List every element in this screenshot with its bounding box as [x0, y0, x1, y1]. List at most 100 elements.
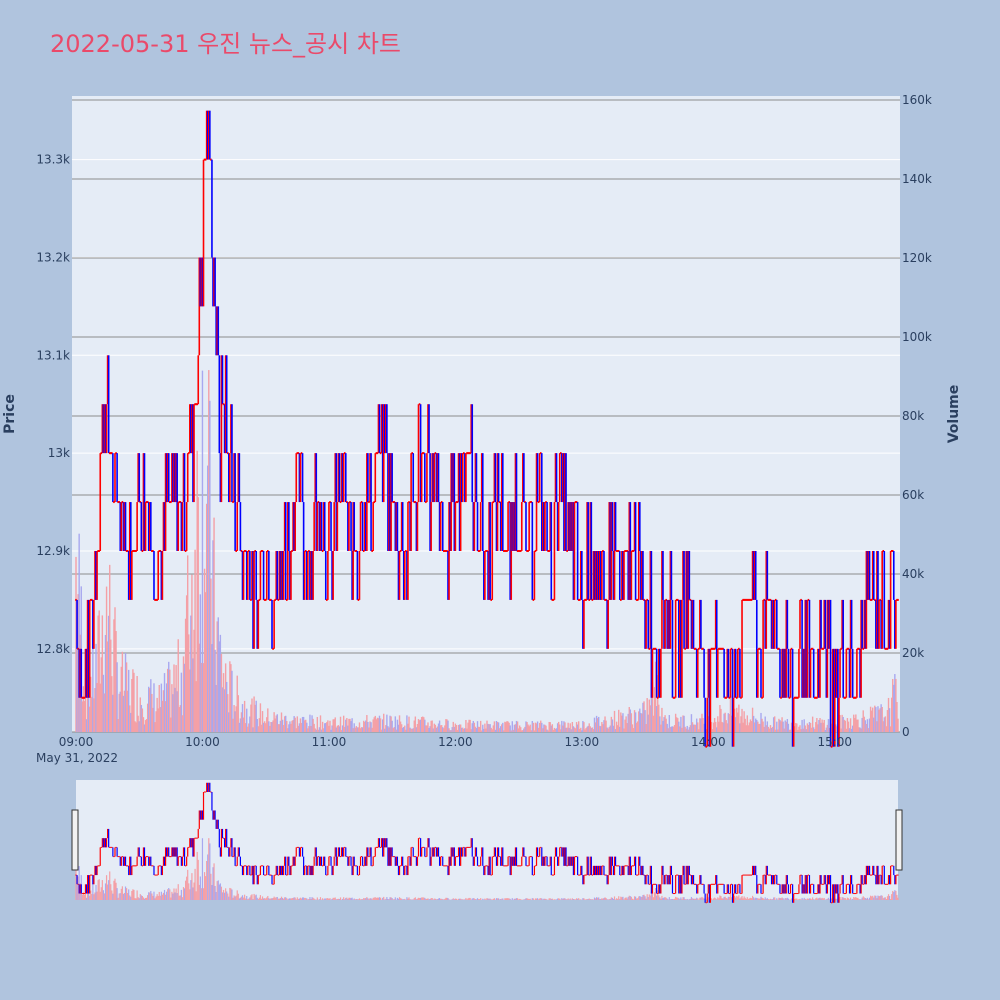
- mini-volume-bar: [600, 898, 602, 900]
- mini-candle: [608, 856, 610, 876]
- mini-volume-bar: [444, 898, 446, 900]
- mini-volume-bar: [568, 899, 570, 900]
- volume-bar: [663, 717, 665, 732]
- volume-bar: [679, 726, 681, 732]
- mini-candle: [581, 865, 583, 876]
- candle: [123, 502, 126, 551]
- volume-bar: [553, 727, 556, 732]
- volume-bar: [172, 694, 174, 732]
- candle: [96, 550, 98, 600]
- mini-candle: [849, 875, 852, 894]
- candle: [150, 502, 152, 551]
- mini-volume-bar: [501, 898, 503, 900]
- volume-bar: [750, 721, 753, 732]
- volume-bar: [729, 695, 732, 732]
- volume-bar: [424, 719, 426, 732]
- candle: [331, 550, 333, 600]
- mini-candle: [488, 856, 490, 876]
- mini-candle: [314, 847, 316, 857]
- candle: [541, 453, 543, 551]
- volume-bar: [576, 724, 579, 732]
- mini-volume-bar: [475, 899, 478, 900]
- mini-candle: [177, 856, 179, 866]
- mini-volume-bar: [460, 898, 462, 900]
- mini-volume-bar: [423, 897, 425, 900]
- mini-candle: [493, 847, 495, 857]
- mini-volume-bar: [408, 897, 410, 900]
- mini-volume-bar: [664, 897, 666, 900]
- mini-candle: [754, 865, 756, 876]
- mini-volume-bar: [169, 889, 171, 900]
- volume-bar: [132, 669, 134, 732]
- candle: [438, 502, 441, 551]
- mini-candle: [699, 875, 701, 885]
- volume-bar: [320, 729, 323, 732]
- mini-volume-bar: [875, 895, 877, 900]
- mini-volume-bar: [781, 897, 783, 900]
- mini-volume-bar: [120, 888, 122, 900]
- mini-candle: [642, 865, 644, 876]
- volume-bar: [427, 722, 429, 732]
- volume-bar: [252, 727, 254, 732]
- volume-bar: [492, 725, 495, 732]
- candle: [581, 550, 583, 600]
- mini-volume-bar: [816, 897, 818, 900]
- candle: [868, 550, 871, 600]
- volume-bar: [569, 723, 571, 732]
- mini-volume-bar: [827, 897, 830, 900]
- volume-bar: [212, 540, 214, 732]
- candle: [824, 599, 827, 649]
- volume-bar: [425, 725, 427, 732]
- volume-bar: [503, 730, 505, 732]
- volume-bar: [584, 729, 586, 732]
- candle: [451, 453, 454, 503]
- volume-bar: [849, 718, 852, 732]
- mini-candle: [262, 865, 265, 876]
- mini-volume-bar: [548, 898, 550, 900]
- volume-bar: [515, 720, 518, 732]
- volume-bar: [389, 715, 391, 732]
- candle: [657, 648, 660, 698]
- range-slider-left-handle[interactable]: [71, 809, 79, 871]
- candle: [583, 599, 585, 649]
- candle: [688, 550, 691, 600]
- candle: [696, 648, 699, 698]
- mini-candle: [166, 847, 168, 857]
- mini-volume-bar: [762, 898, 764, 900]
- mini-candle: [706, 893, 708, 903]
- volume-bar: [812, 727, 815, 732]
- mini-volume-bar: [297, 898, 299, 900]
- mini-volume-bar: [88, 892, 90, 900]
- range-slider-right-handle[interactable]: [895, 809, 903, 871]
- candle: [342, 453, 345, 503]
- candle: [765, 550, 768, 649]
- volume-bar: [367, 721, 369, 732]
- candle: [470, 404, 472, 454]
- volume-bar: [675, 717, 678, 732]
- volume-bar: [551, 724, 554, 732]
- volume-bar: [250, 704, 252, 732]
- mini-volume-bar: [203, 872, 206, 900]
- volume-bar: [415, 727, 418, 732]
- volume-bar: [513, 724, 516, 732]
- mini-volume-bar: [128, 889, 130, 900]
- volume-bar: [500, 726, 502, 732]
- mini-volume-bar: [768, 899, 771, 900]
- mini-volume-bar: [854, 897, 856, 900]
- candle: [741, 599, 743, 698]
- mini-candle: [496, 847, 499, 866]
- volume-bar: [110, 639, 112, 732]
- mini-volume-bar: [359, 899, 362, 900]
- mini-volume-bar: [505, 898, 507, 900]
- mini-volume-bar: [558, 898, 560, 900]
- volume-bar: [626, 723, 628, 732]
- mini-candle: [633, 856, 636, 866]
- mini-volume-bar: [894, 890, 896, 900]
- volume-bar: [823, 719, 825, 732]
- volume-bar: [736, 707, 738, 732]
- volume-tick-label: 100k: [902, 330, 932, 344]
- volume-bar: [312, 718, 314, 732]
- volume-bar: [800, 729, 802, 732]
- mini-candle: [826, 875, 828, 894]
- volume-bar: [887, 697, 890, 732]
